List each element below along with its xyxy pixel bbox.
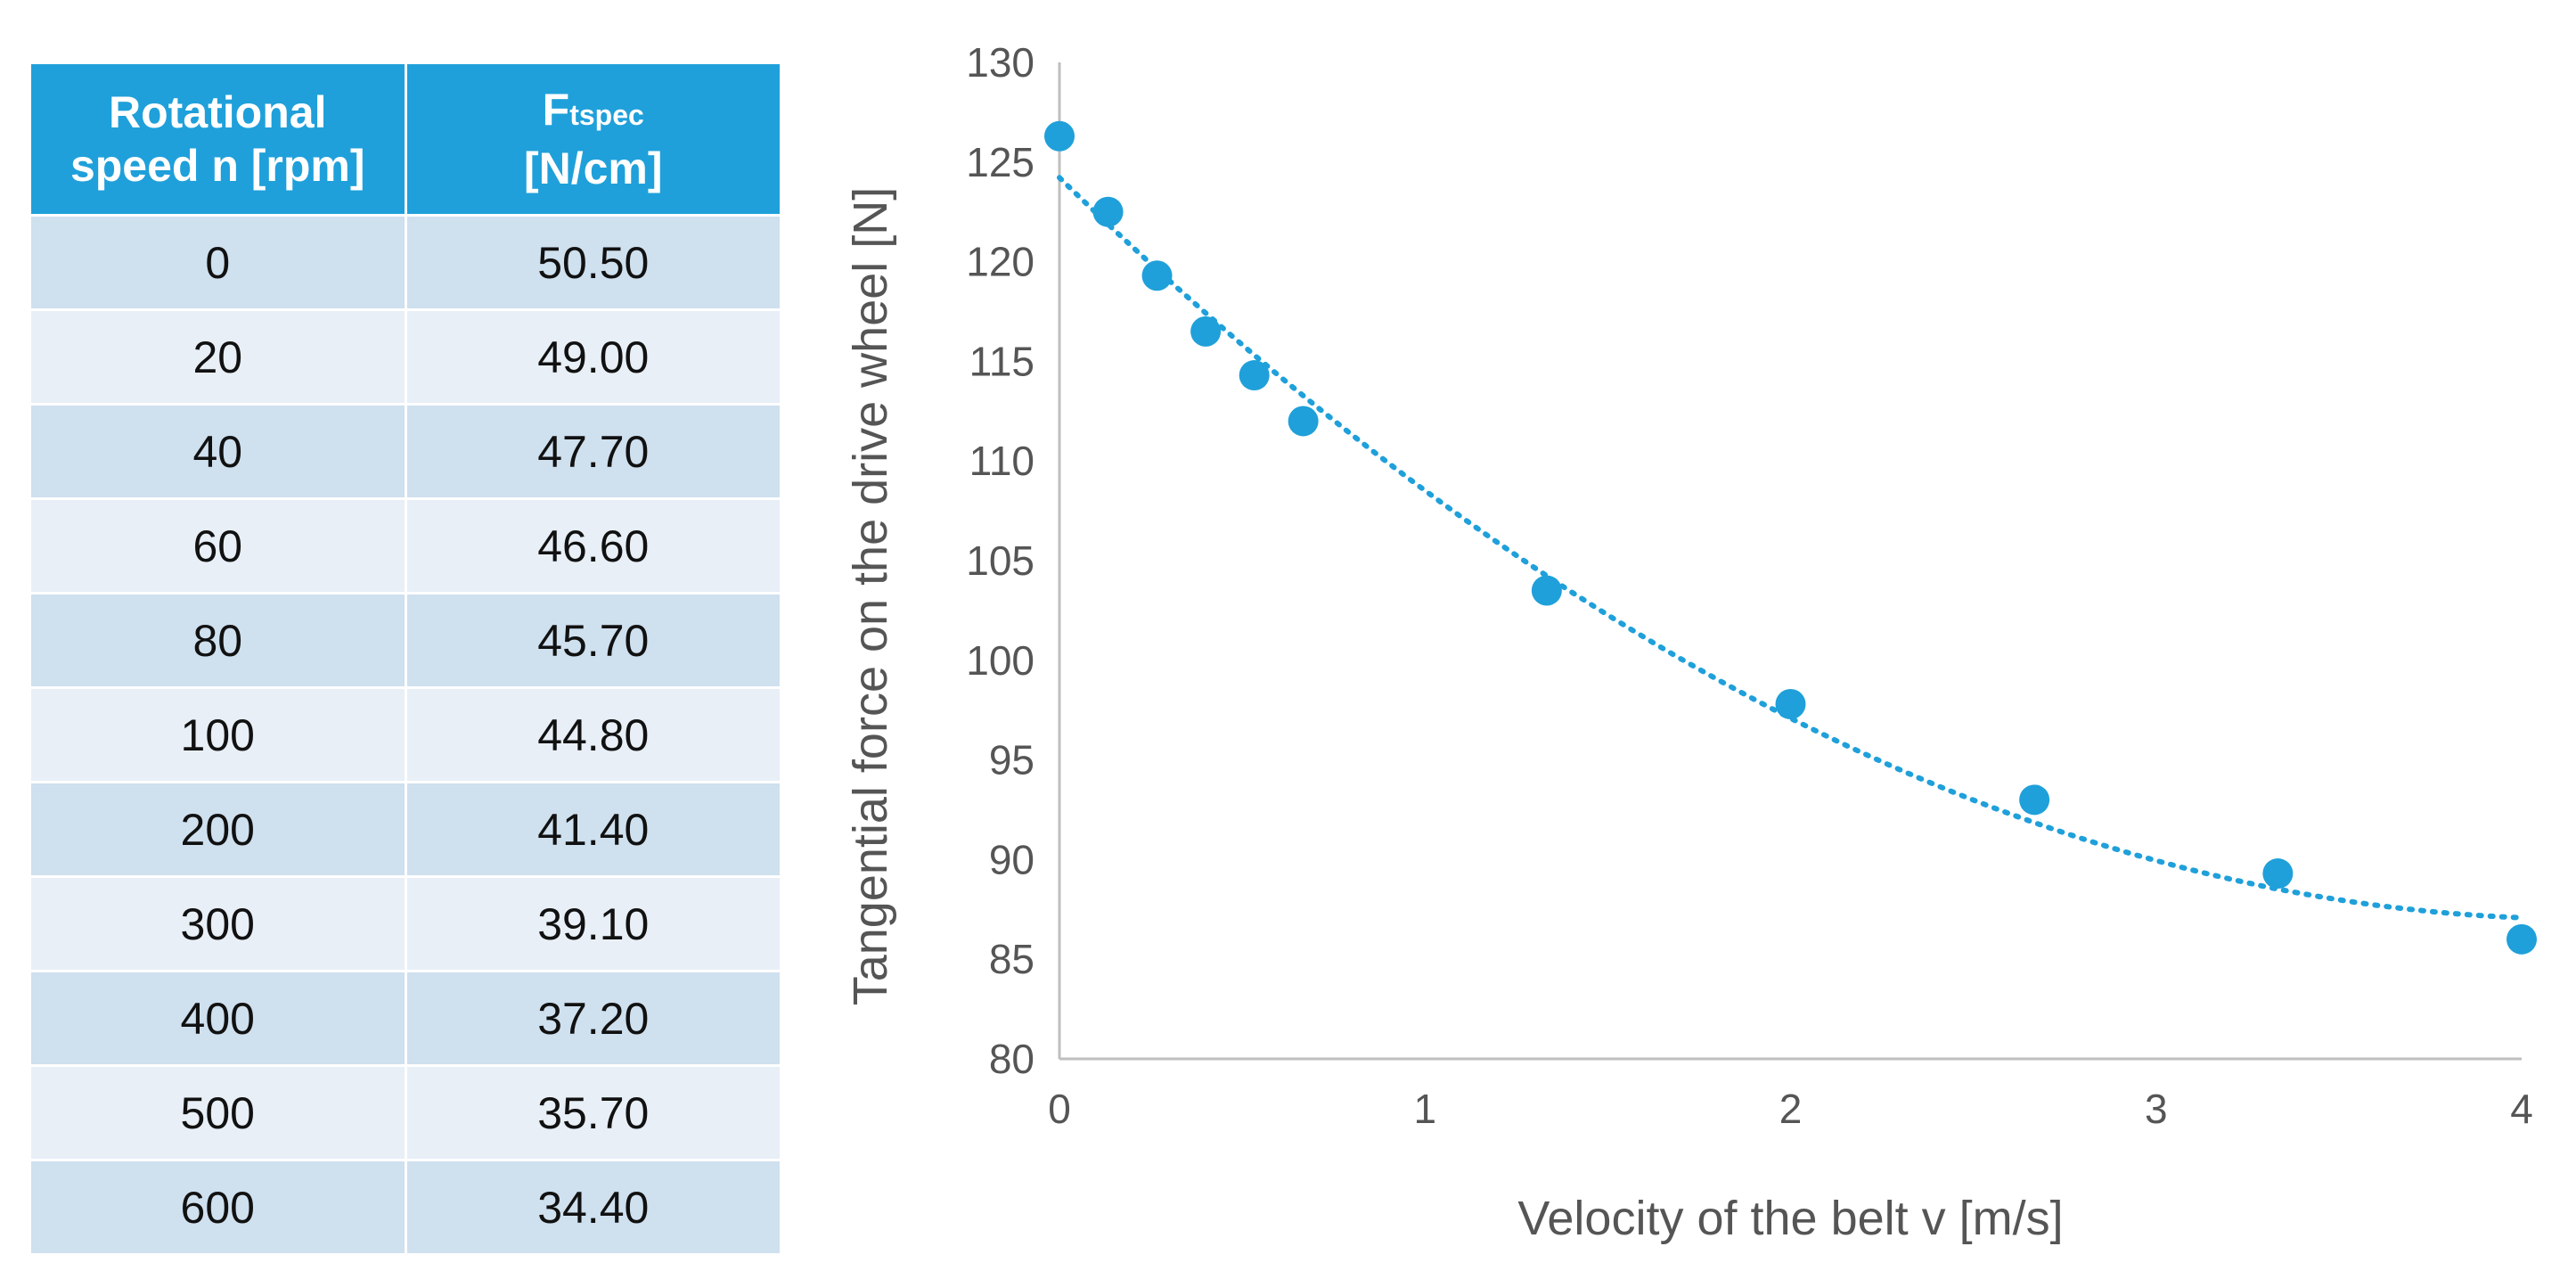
y-tick-label: 95 [989,737,1034,783]
y-tick-label: 110 [969,438,1034,484]
cell-rotational-speed: 20 [29,308,407,406]
table-body: 0 50.50 20 49.00 40 47.70 60 46.60 80 45.70 100 44.… [29,214,782,1256]
y-tick-label: 80 [989,1036,1034,1082]
table-row: 80 45.70 [29,592,782,689]
cell-ftspec: 45.70 [404,592,782,689]
cell-ftspec: 37.20 [404,970,782,1067]
cell-ftspec: 41.40 [404,781,782,878]
header-ftspec: Ftspec [N/cm] [404,62,782,217]
y-tick-label: 90 [989,836,1034,882]
header-rotational-speed: Rotational speed n [rpm] [29,62,407,217]
data-point [1288,406,1319,437]
cell-rotational-speed: 100 [29,686,407,783]
data-point [1141,260,1173,291]
cell-ftspec: 44.80 [404,686,782,783]
table-row: 60 46.60 [29,497,782,594]
table-row: 20 49.00 [29,308,782,406]
table-row: 400 37.20 [29,970,782,1067]
trendline [1057,175,2524,921]
data-point [1190,316,1222,347]
table-row: 200 41.40 [29,781,782,878]
table-row: 500 35.70 [29,1064,782,1161]
cell-ftspec: 39.10 [404,875,782,972]
table-row: 600 34.40 [29,1159,782,1256]
y-tick-label: 130 [966,39,1034,86]
data-point [1531,575,1562,606]
cell-rotational-speed: 300 [29,875,407,972]
cell-ftspec: 47.70 [404,403,782,500]
y-tick-label: 115 [969,338,1034,384]
cell-rotational-speed: 40 [29,403,407,500]
cell-ftspec: 35.70 [404,1064,782,1161]
cell-rotational-speed: 0 [29,214,407,311]
x-tick-label: 0 [1048,1086,1071,1132]
data-point [1775,688,1806,719]
cell-ftspec: 49.00 [404,308,782,406]
y-tick-label: 85 [989,936,1034,982]
chart: 80 85 90 95 100 105 110 115 120 125 130 0 1 2 3 4 Veloci… [844,39,2537,1245]
cell-ftspec: 50.50 [404,214,782,311]
table-row: 0 50.50 [29,214,782,311]
data-point [1044,120,1075,152]
x-tick-label: 3 [2145,1086,2168,1132]
data-table: Rotational speed n [rpm] Ftspec [N/cm] 0… [29,62,782,1256]
y-tick-label: 125 [966,139,1034,185]
cell-ftspec: 34.40 [404,1159,782,1256]
y-tick-label: 105 [966,537,1034,584]
data-point [1092,196,1124,227]
table-row: 300 39.10 [29,875,782,972]
data-point [2019,784,2050,816]
x-axis-title: Velocity of the belt v [m/s] [1517,1192,2063,1245]
cell-rotational-speed: 500 [29,1064,407,1161]
data-point [2262,858,2294,890]
data-table-container: Rotational speed n [rpm] Ftspec [N/cm] 0… [29,62,782,1256]
table-header-row: Rotational speed n [rpm] Ftspec [N/cm] [29,62,782,217]
data-point [1239,360,1270,391]
y-tick-label: 120 [966,239,1034,285]
x-tick-label: 1 [1413,1086,1436,1132]
y-axis-title: Tangential force on the drive wheel [N] [844,187,897,1006]
cell-rotational-speed: 600 [29,1159,407,1256]
cell-ftspec: 46.60 [404,497,782,594]
y-tick-label: 100 [966,637,1034,684]
cell-rotational-speed: 60 [29,497,407,594]
x-tick-label: 2 [1779,1086,1803,1132]
cell-rotational-speed: 80 [29,592,407,689]
table-row: 100 44.80 [29,686,782,783]
cell-rotational-speed: 400 [29,970,407,1067]
x-tick-label: 4 [2510,1086,2533,1132]
cell-rotational-speed: 200 [29,781,407,878]
table-row: 40 47.70 [29,403,782,500]
data-point [2506,923,2537,955]
